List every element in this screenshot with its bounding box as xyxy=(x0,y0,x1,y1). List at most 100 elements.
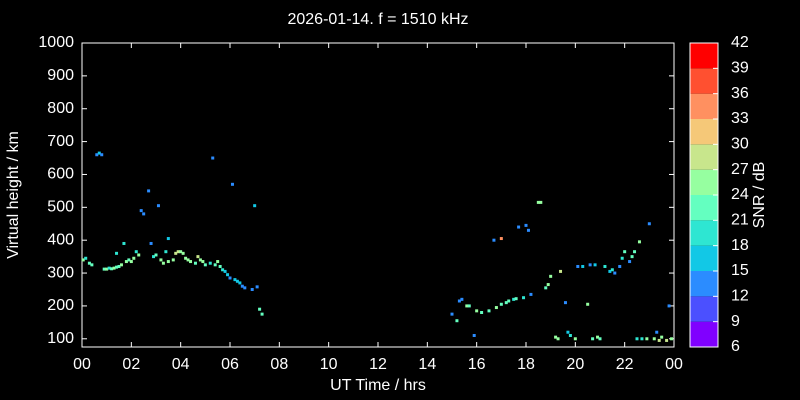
y-tick-label: 900 xyxy=(47,67,74,84)
x-tick-label: 20 xyxy=(566,356,584,373)
scatter-point xyxy=(536,200,540,204)
colorbar-tick-label: 27 xyxy=(731,161,749,178)
scatter-point xyxy=(655,330,659,334)
scatter-point xyxy=(492,238,496,242)
scatter-point xyxy=(457,299,461,303)
scatter-point xyxy=(568,333,572,337)
scatter-point xyxy=(522,296,526,300)
scatter-point xyxy=(115,251,119,255)
colorbar-bin xyxy=(690,169,718,195)
scatter-point xyxy=(95,153,99,157)
x-tick-label: 06 xyxy=(221,356,239,373)
scatter-point xyxy=(660,335,664,339)
scatter-point xyxy=(124,260,128,264)
colorbar-tick-label: 24 xyxy=(731,186,749,203)
scatter-point xyxy=(186,258,190,262)
scatter-point xyxy=(665,338,669,342)
scatter-point xyxy=(179,250,183,254)
colorbar-bin xyxy=(690,296,718,322)
colorbar-tick-label: 42 xyxy=(731,34,749,51)
scatter-point xyxy=(176,250,180,254)
scatter-point xyxy=(127,258,131,262)
scatter-point xyxy=(226,273,230,277)
scatter-point xyxy=(581,264,585,268)
scatter-point xyxy=(652,337,656,341)
colorbar-tick-label: 21 xyxy=(731,212,749,229)
scatter-point xyxy=(181,251,185,255)
scatter-point xyxy=(670,337,674,341)
scatter-point xyxy=(499,302,503,306)
scatter-point xyxy=(517,225,521,229)
scatter-point xyxy=(618,264,622,268)
scatter-point xyxy=(147,189,151,193)
scatter-point xyxy=(221,268,225,272)
scatter-point xyxy=(546,283,550,287)
scatter-point xyxy=(196,255,200,259)
scatter-point xyxy=(87,261,91,265)
scatter-point xyxy=(152,255,156,259)
scatter-point xyxy=(507,299,511,303)
scatter-point xyxy=(198,258,202,262)
colorbar-bin xyxy=(690,220,718,246)
colorbar-tick-label: 39 xyxy=(731,60,749,77)
scatter-point xyxy=(235,279,239,283)
scatter-point xyxy=(613,271,617,275)
scatter-point xyxy=(465,304,469,308)
scatter-point xyxy=(544,286,548,290)
colorbar-tick-label: 33 xyxy=(731,110,749,127)
scatter-point xyxy=(105,267,109,271)
scatter-point xyxy=(549,274,553,278)
scatter-point xyxy=(115,265,119,269)
scatter-point xyxy=(184,256,188,260)
y-tick-label: 700 xyxy=(47,133,74,150)
x-tick-label: 22 xyxy=(616,356,634,373)
scatter-point xyxy=(487,309,491,313)
colorbar-tick-label: 15 xyxy=(731,262,749,279)
scatter-point xyxy=(166,260,170,264)
scatter-point xyxy=(102,267,106,271)
scatter-point xyxy=(554,335,558,339)
scatter-point xyxy=(524,223,528,227)
scatter-point xyxy=(633,250,637,254)
scatter-point xyxy=(255,285,259,289)
y-tick-label: 200 xyxy=(47,297,74,314)
scatter-point xyxy=(107,266,111,270)
colorbar-bin xyxy=(690,68,718,94)
scatter-point xyxy=(596,335,600,339)
scatter-point xyxy=(563,301,567,305)
colorbar-bin xyxy=(690,271,718,297)
colorbar-tick-label: 12 xyxy=(731,288,749,305)
colorbar-tick-label: 9 xyxy=(731,313,740,330)
colorbar-tick-label: 30 xyxy=(731,136,749,153)
scatter-point xyxy=(119,263,123,267)
scatter-point xyxy=(472,333,476,337)
scatter-point xyxy=(475,309,479,313)
scatter-point xyxy=(514,297,518,301)
scatter-point xyxy=(499,237,503,241)
scatter-point xyxy=(238,281,242,285)
scatter-point xyxy=(250,287,254,291)
scatter-point xyxy=(97,151,101,155)
scatter-point xyxy=(610,268,614,272)
scatter-point xyxy=(84,256,88,260)
x-tick-label: 10 xyxy=(320,356,338,373)
scatter-point xyxy=(230,182,234,186)
scatter-point xyxy=(139,209,143,213)
y-tick-label: 100 xyxy=(47,330,74,347)
scatter-point xyxy=(623,250,627,254)
scatter-point xyxy=(539,200,543,204)
x-tick-label: 04 xyxy=(172,356,190,373)
scatter-point xyxy=(467,304,471,308)
scatter-point xyxy=(635,337,639,341)
scatter-point xyxy=(189,260,193,264)
scatter-point xyxy=(588,263,592,267)
scatter-point xyxy=(201,260,205,264)
scatter-point xyxy=(110,267,114,271)
scatter-point xyxy=(149,241,153,245)
scatter-point xyxy=(132,256,136,260)
x-axis-label: UT Time / hrs xyxy=(330,377,426,394)
scatter-point xyxy=(174,251,178,255)
scatter-point xyxy=(193,261,197,265)
colorbar-bin xyxy=(690,93,718,119)
